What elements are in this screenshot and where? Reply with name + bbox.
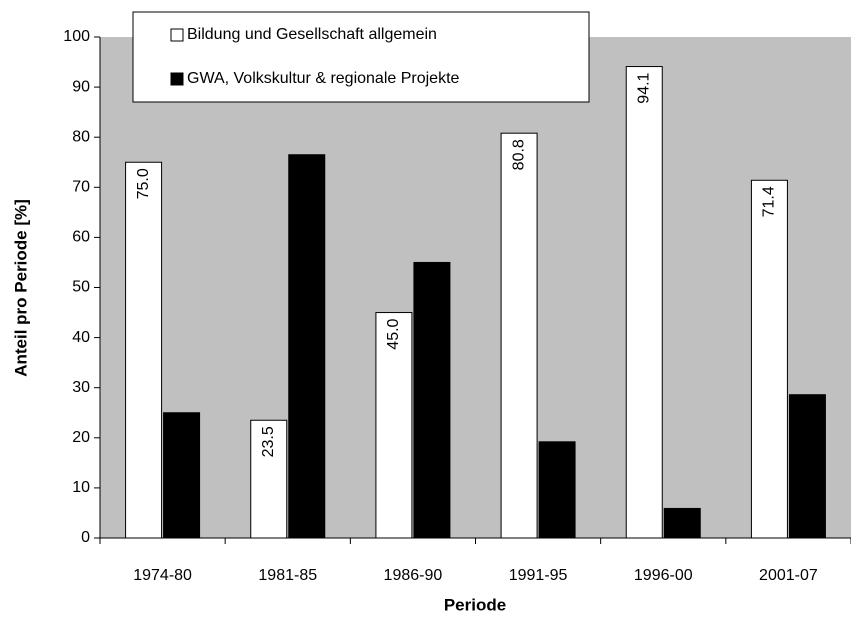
data-label: 94.1 xyxy=(635,72,652,103)
data-label: 25.0 xyxy=(173,419,190,450)
data-label: 23.5 xyxy=(260,426,277,457)
bar xyxy=(500,132,538,539)
y-tick-label: 10 xyxy=(72,479,90,496)
x-tick-label: 1996-00 xyxy=(634,567,693,584)
y-axis-title: Anteil pro Periode [%] xyxy=(11,199,30,377)
legend-label: GWA, Volkskultur & regionale Projekte xyxy=(187,70,460,87)
y-tick-label: 0 xyxy=(81,529,90,546)
y-tick-label: 20 xyxy=(72,429,90,446)
bar xyxy=(538,441,576,539)
data-label: 28.6 xyxy=(799,401,816,432)
legend-swatch xyxy=(170,72,184,86)
y-tick-label: 100 xyxy=(63,28,90,45)
data-label: 45.0 xyxy=(385,318,402,349)
bar xyxy=(125,161,163,539)
bar xyxy=(375,312,413,539)
data-label: 71.4 xyxy=(761,186,778,217)
bar xyxy=(163,412,201,539)
x-axis-title: Periode xyxy=(444,595,506,614)
plot-area xyxy=(100,37,851,538)
data-label: 55.0 xyxy=(423,268,440,299)
data-label: 80.8 xyxy=(510,139,527,170)
x-tick-label: 1974-80 xyxy=(133,567,192,584)
x-tick-label: 1986-90 xyxy=(384,567,443,584)
data-label: 75.0 xyxy=(135,168,152,199)
legend-label: Bildung und Gesellschaft allgemein xyxy=(187,26,437,43)
y-tick-label: 50 xyxy=(72,279,90,296)
data-label: 76.5 xyxy=(298,161,315,192)
bar xyxy=(663,507,701,539)
legend-box xyxy=(132,11,590,103)
bar xyxy=(625,66,663,539)
bar xyxy=(750,179,788,539)
x-tick-label: 1991-95 xyxy=(509,567,568,584)
y-tick-label: 40 xyxy=(72,329,90,346)
y-tick-label: 30 xyxy=(72,379,90,396)
bar xyxy=(413,261,451,539)
y-tick-label: 60 xyxy=(72,229,90,246)
y-tick-label: 80 xyxy=(72,128,90,145)
x-tick-label: 1981-85 xyxy=(258,567,317,584)
bar xyxy=(788,394,826,539)
legend-swatch xyxy=(170,28,184,42)
y-tick-label: 70 xyxy=(72,179,90,196)
data-label: 19.2 xyxy=(548,448,565,479)
y-tick-label: 90 xyxy=(72,78,90,95)
bar xyxy=(288,154,326,539)
x-tick-label: 2001-07 xyxy=(759,567,818,584)
data-label: 5.9 xyxy=(673,514,690,536)
bar xyxy=(250,419,288,539)
